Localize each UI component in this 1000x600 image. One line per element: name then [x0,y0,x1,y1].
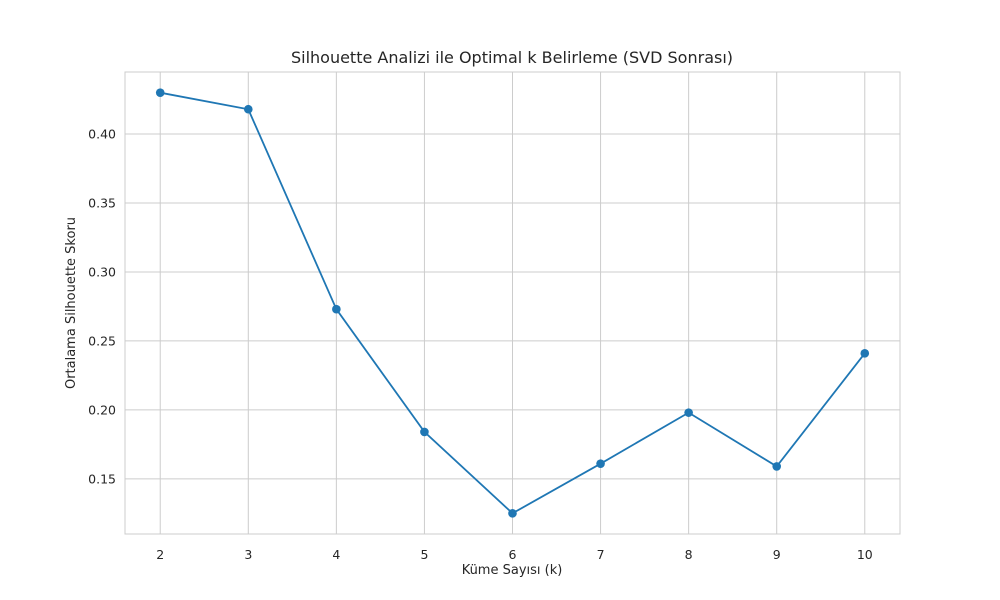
x-tick-label: 8 [685,547,693,562]
x-tick-label: 3 [244,547,252,562]
x-tick-label: 6 [509,547,517,562]
y-tick-label: 0.35 [88,196,116,211]
plot-series [155,88,870,518]
x-tick-label: 4 [332,547,340,562]
data-point-marker [684,408,693,417]
x-tick-label: 10 [857,547,873,562]
plot-frame [124,71,901,535]
data-point-marker [508,509,517,518]
axis-ticks: 2 3 4 5 6 7 8 9 10 0.15 0.20 0.25 0.30 0.35 0.40 [88,127,873,562]
y-axis-label: Ortalama Silhouette Skoru [64,217,79,389]
x-tick-label: 5 [420,547,428,562]
y-tick-label: 0.30 [88,264,116,279]
x-tick-label: 2 [156,547,164,562]
grid-lines [125,72,900,534]
y-tick-label: 0.25 [88,333,116,348]
data-point-marker [860,349,870,358]
data-point-marker [596,459,605,468]
chart-title: Silhouette Analizi ile Optimal k Belirle… [291,48,733,67]
data-point-marker [420,427,429,437]
data-point-marker [772,462,782,471]
y-tick-label: 0.15 [88,471,116,486]
x-axis-label: Küme Sayısı (k) [462,563,563,578]
x-tick-label: 7 [597,547,605,562]
y-tick-label: 0.20 [88,402,116,417]
data-point-marker [332,304,341,314]
data-point-marker [243,104,253,114]
y-tick-label: 0.40 [88,127,116,142]
x-tick-label: 9 [773,547,781,562]
data-point-marker [155,88,165,97]
